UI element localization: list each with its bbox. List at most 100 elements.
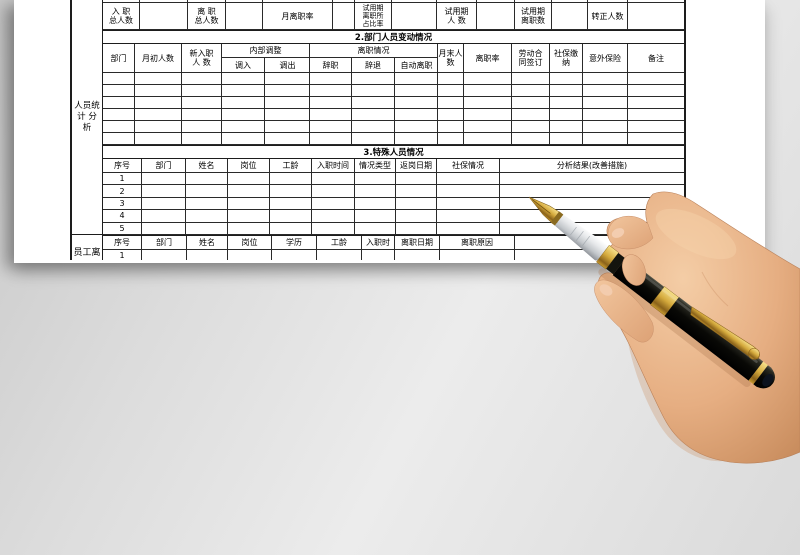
table-side-label-column: 人员统 计 分 析 员工离 (70, 0, 103, 260)
cutoff-row-sliver (103, 0, 684, 3)
value-cell (333, 3, 355, 29)
row-number-cell: 2 (103, 185, 142, 197)
header-cell: 部门 (142, 159, 186, 172)
section3-title: 3.特殊人员情况 (103, 145, 684, 159)
table-cell (182, 121, 222, 132)
value-cell (226, 3, 263, 29)
table-cell (312, 185, 355, 197)
table-cell (396, 197, 437, 210)
header-cell: 离 职 总人数 (188, 3, 226, 29)
table-cell (222, 121, 265, 132)
table-cell (628, 73, 684, 84)
value-cell (392, 3, 437, 29)
table-cell (355, 222, 396, 234)
table-cell (395, 73, 438, 84)
header-cell (515, 236, 684, 249)
table-cell (355, 210, 396, 222)
table-cell (395, 133, 438, 144)
table-cell (588, 0, 628, 2)
table-cell (270, 173, 312, 185)
table-cell (355, 0, 392, 2)
table-cell (583, 97, 628, 108)
header-cell: 岗位 (228, 159, 270, 172)
table-cell (583, 121, 628, 132)
table-cell (515, 250, 684, 260)
table-cell (352, 97, 395, 108)
row-number-cell: 3 (103, 197, 142, 210)
table-cell (310, 121, 352, 132)
table-cell (352, 121, 395, 132)
table-cell (265, 133, 310, 144)
table-cell (135, 73, 182, 84)
table-row: 1 (103, 249, 684, 260)
table-cell (395, 85, 438, 96)
side-label-personnel-analysis: 人员统 计 分 析 (72, 0, 102, 235)
table-cell (186, 222, 228, 234)
table-row (103, 121, 684, 133)
group-header-cell: 内部调整 (222, 44, 309, 58)
table-cell (270, 197, 312, 210)
table-cell (312, 173, 355, 185)
header-cell: 情况类型 (355, 159, 396, 172)
header-cell: 试用期 离职所 占比率 (355, 3, 392, 29)
table-cell (135, 109, 182, 120)
table-cell (103, 0, 140, 2)
table-cell (628, 121, 684, 132)
table-cell (362, 249, 395, 260)
table-cell (317, 249, 362, 260)
header-cell: 自动离职 (400, 60, 433, 70)
header-cell: 月离职率 (263, 3, 333, 29)
table-cell (464, 97, 512, 108)
table-row (103, 133, 684, 145)
table-cell (628, 109, 684, 120)
header-cell: 入 职 总人数 (103, 3, 140, 29)
table-cell (440, 249, 515, 260)
header-cell: 调入 (222, 58, 265, 72)
table-cell (310, 85, 352, 96)
group-internal-transfer: 内部调整 调入 调出 (222, 44, 310, 72)
table-cell (583, 85, 628, 96)
thumb (594, 279, 654, 343)
table-cell (438, 121, 464, 132)
table-cell (437, 173, 500, 185)
header-cell: 序号 (103, 159, 142, 172)
table-cell (550, 73, 583, 84)
table-cell (437, 222, 500, 234)
table-cell (438, 73, 464, 84)
table-cell (182, 73, 222, 84)
table-cell (464, 133, 512, 144)
table-row (103, 73, 684, 85)
table-cell (583, 133, 628, 144)
header-cell: 离职率 (464, 44, 512, 72)
table-cell (512, 133, 550, 144)
table-row (103, 0, 684, 3)
table-cell (464, 73, 512, 84)
table-cell (464, 121, 512, 132)
table-cell (222, 85, 265, 96)
table-cell (142, 249, 187, 260)
pen-shadow (598, 268, 751, 388)
header-cell: 离职日期 (395, 235, 440, 249)
table-cell (103, 133, 135, 144)
header-cell: 转正人数 (588, 3, 628, 29)
table-cell (222, 109, 265, 120)
table-cell (272, 249, 317, 260)
table-cell (182, 97, 222, 108)
header-cell: 社保情况 (437, 159, 500, 172)
table-cell (395, 121, 438, 132)
table-cell (222, 73, 265, 84)
table-cell (512, 109, 550, 120)
table-cell (270, 185, 312, 197)
group-resignation: 离职情况 辞职 辞退 自动离职 (310, 44, 438, 72)
table-main-area: 入 职 总人数 离 职 总人数 月离职率 试用期 离职所 占比率 试用期 人 数… (103, 0, 686, 260)
table-cell (103, 121, 135, 132)
section1-totals-row: 入 职 总人数 离 职 总人数 月离职率 试用期 离职所 占比率 试用期 人 数… (103, 3, 684, 30)
table-cell (103, 97, 135, 108)
table-cell (103, 85, 135, 96)
table-cell (355, 197, 396, 210)
header-cell: 序号 (103, 235, 142, 249)
side-label-employee-resignation: 员工离 (73, 248, 101, 258)
table-cell (186, 210, 228, 222)
table-row: 1 (103, 173, 684, 186)
header-cell: 月初人数 (135, 44, 182, 72)
